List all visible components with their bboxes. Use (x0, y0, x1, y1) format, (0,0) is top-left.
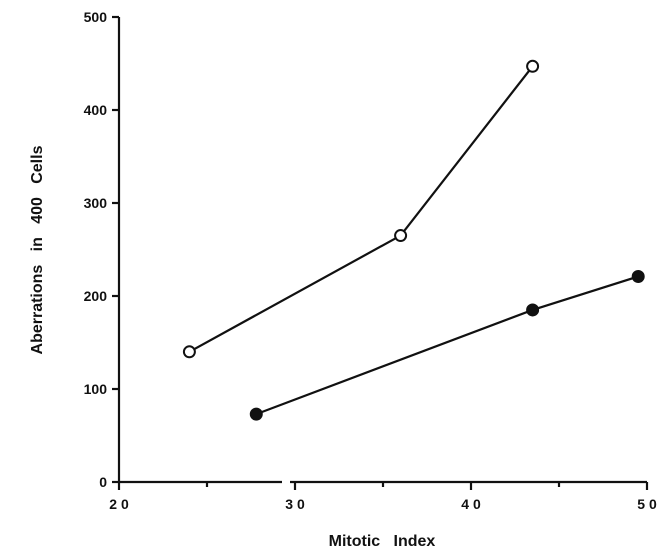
ticks (112, 15, 649, 490)
series-2-line (255, 275, 639, 416)
y-tick-label: 500 (84, 9, 108, 25)
x-tick-label: 5 0 (637, 496, 657, 512)
x-tick-label: 4 0 (461, 496, 481, 512)
y-tick-label: 0 (99, 474, 107, 490)
axes (117, 17, 647, 484)
x-axis-title: Mitotic Index (329, 533, 436, 550)
series-2-point (249, 407, 263, 421)
y-tick-label: 200 (84, 288, 108, 304)
series-1-point (182, 345, 196, 359)
y-axis-title: Aberrations in 400 Cells (29, 145, 46, 354)
series-2-point (631, 269, 645, 283)
series (182, 59, 645, 421)
y-tick-label: 300 (84, 195, 108, 211)
series-1-point (526, 59, 540, 73)
series-1-point (394, 229, 408, 243)
y-tick-label: 100 (84, 381, 108, 397)
series-1-line (188, 65, 534, 353)
series-2-point (526, 303, 540, 317)
x-tick-label: 3 0 (285, 496, 305, 512)
x-tick-label: 2 0 (109, 496, 129, 512)
tick-labels: 0 100 200 300 400 500 2 0 3 0 4 0 5 0 (84, 9, 657, 512)
y-tick-label: 400 (84, 102, 108, 118)
